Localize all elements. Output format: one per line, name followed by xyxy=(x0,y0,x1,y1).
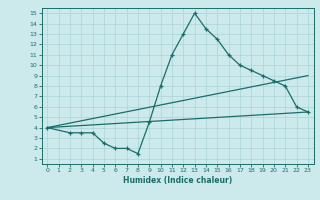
X-axis label: Humidex (Indice chaleur): Humidex (Indice chaleur) xyxy=(123,176,232,185)
